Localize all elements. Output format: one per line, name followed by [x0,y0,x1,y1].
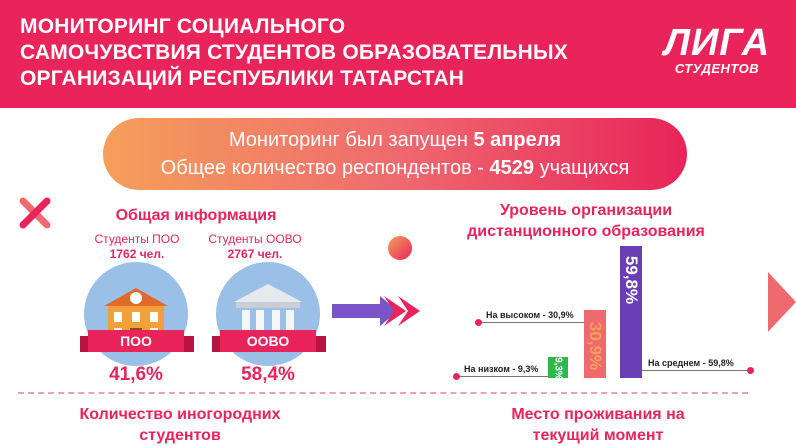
bar-label-1: 9,3% [552,356,564,380]
poo-percent: 41,6% [109,364,163,385]
nonresident-title-line-1: Количество иногородних [79,406,281,423]
liga-studentov-logo: ЛИГА СТУДЕНТОВ [662,24,772,80]
nonresident-title-line-2: студентов [139,427,221,444]
callout-line-2 [478,322,584,323]
callout-dot-3 [747,367,754,374]
title-line-3: ОРГАНИЗАЦИЙ РЕСПУБЛИКИ ТАТАРСТАН [20,67,465,90]
banner-line-2-text: Общее количество респондентов - [160,157,490,179]
oovo-percent: 58,4% [241,364,295,385]
launch-date: 5 апреля [473,129,562,151]
distance-title-line-1: Уровень организации [499,202,673,219]
bar-2 [584,310,606,378]
callout-dot-1 [453,373,460,380]
cross-icon [19,197,51,229]
oovo-count: 2767 чел. [227,247,283,261]
double-chevron-arrow-icon [332,296,420,326]
poo-label-block: Студенты ПОО 1762 чел. [82,232,192,262]
callout-dot-2 [475,319,482,326]
bar-label-3: 59,8% [622,255,641,305]
callout-line-1 [456,376,548,377]
callout-line-3 [642,370,750,371]
logo-sub-text: СТУДЕНТОВ [674,61,760,76]
title-line-1: МОНИТОРИНГ СОЦИАЛЬНОГО [20,15,346,38]
poo-count: 1762 чел. [109,247,165,261]
header-bar: МОНИТОРИНГ СОЦИАЛЬНОГО САМОЧУВСТВИЯ СТУД… [0,0,796,108]
distance-title-line-2: дистанционного образования [467,223,705,240]
banner-line-2-suffix: учащихся [534,157,630,179]
residence-title-line-2: текущий момент [532,427,664,444]
general-info-title: Общая информация [115,207,277,224]
dashed-divider [18,392,748,394]
callout-text-3: На среднем - 59,8% [648,358,734,368]
title-line-2: САМОЧУВСТВИЯ СТУДЕНТОВ ОБРАЗОВАТЕЛЬНЫХ [20,41,568,64]
bar-3 [620,246,642,378]
bar-1 [548,357,568,378]
logo-main-text: ЛИГА [663,22,771,64]
poo-label: Студенты ПОО [94,232,180,246]
callout-text-1: На низком - 9,3% [464,364,539,374]
oovo-ribbon: ООВО [220,330,316,352]
decorative-dot [388,236,412,260]
callout-text-2: На высоком - 30,9% [486,310,574,320]
poo-ribbon: ПОО [88,330,184,352]
info-banner: Мониторинг был запущен 5 апреля Общее ко… [103,118,687,190]
banner-line-2: Общее количество респондентов - 4529 уча… [103,154,687,182]
nonresident-students-title: Количество иногородних студентов [60,404,300,446]
oovo-label: Студенты ООВО [208,232,302,246]
oovo-label-block: Студенты ООВО 2767 чел. [200,232,310,262]
distance-learning-title: Уровень организации дистанционного образ… [456,200,716,242]
residence-title-line-1: Место проживания на [511,406,685,423]
banner-line-1-text: Мониторинг был запущен [228,129,474,151]
page-title: МОНИТОРИНГ СОЦИАЛЬНОГО САМОЧУВСТВИЯ СТУД… [20,14,620,92]
decorative-triangle [768,272,796,332]
respondent-count: 4529 [489,157,535,179]
banner-line-1: Мониторинг был запущен 5 апреля [103,126,687,154]
residence-title: Место проживания на текущий момент [478,404,718,446]
bar-label-2: 30,9% [586,321,605,370]
